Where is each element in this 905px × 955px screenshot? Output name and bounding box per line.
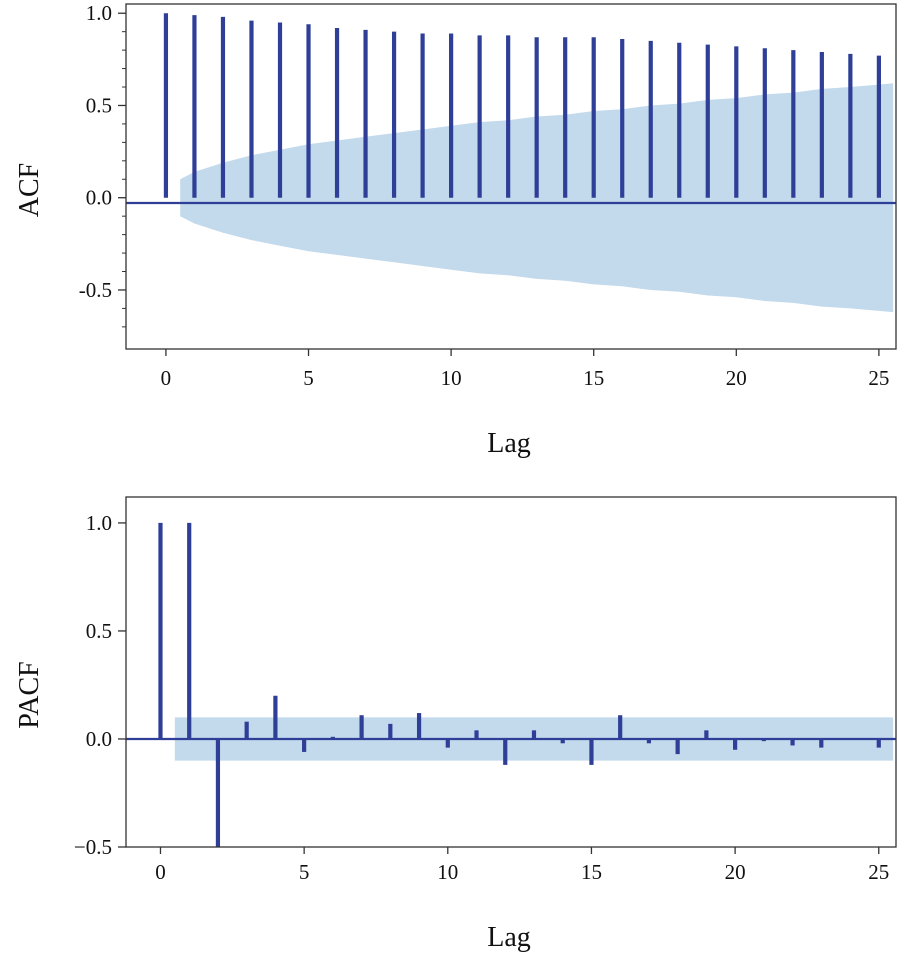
acf-x-tick-label: 0 [161, 366, 172, 390]
acf-x-tick-label: 5 [303, 366, 314, 390]
acf-y-tick-label: 1.0 [86, 1, 112, 25]
acf-frame [125, 3, 897, 350]
acf-y-tick-label: 0.0 [86, 186, 112, 210]
pacf-x-tick-label: 5 [299, 860, 310, 884]
acf-y-tick-label: -0.5 [79, 278, 112, 302]
acf-x-tick-label: 20 [726, 366, 747, 390]
acf-y-ticks: 1.0 0.5 0.0 -0.5 [79, 1, 126, 328]
acf-x-axis-label: Lag [487, 428, 531, 459]
pacf-x-tick-label: 10 [437, 860, 458, 884]
pacf-x-tick-label: 20 [725, 860, 746, 884]
pacf-x-axis-label: Lag [487, 922, 531, 953]
acf-x-tick-label: 25 [868, 366, 889, 390]
acf-x-ticks: 0 5 10 15 20 25 [161, 349, 889, 390]
acf-y-axis-label: ACF [14, 163, 45, 217]
pacf-chart: 1.0 0.5 0.0 −0.5 0 5 10 15 20 25 Lag PACF [14, 496, 897, 953]
pacf-x-tick-label: 15 [581, 860, 602, 884]
pacf-y-axis-label: PACF [14, 661, 45, 728]
acf-y-tick-label: 0.5 [86, 93, 112, 117]
pacf-y-tick-label: −0.5 [74, 835, 112, 859]
pacf-y-tick-label: 1.0 [86, 511, 112, 535]
acf-stems [163, 13, 881, 198]
acf-x-tick-label: 10 [441, 366, 462, 390]
pacf-x-ticks: 0 5 10 15 20 25 [155, 847, 889, 884]
pacf-x-tick-label: 25 [868, 860, 889, 884]
pacf-y-tick-label: 0.5 [86, 619, 112, 643]
pacf-x-tick-label: 0 [155, 860, 166, 884]
pacf-frame [125, 496, 897, 848]
pacf-y-tick-label: 0.0 [86, 727, 112, 751]
acf-x-tick-label: 15 [583, 366, 604, 390]
pacf-stems [158, 522, 881, 847]
acf-chart: 1.0 0.5 0.0 -0.5 0 5 10 15 20 25 Lag ACF [14, 1, 897, 459]
pacf-y-ticks: 1.0 0.5 0.0 −0.5 [74, 511, 126, 859]
